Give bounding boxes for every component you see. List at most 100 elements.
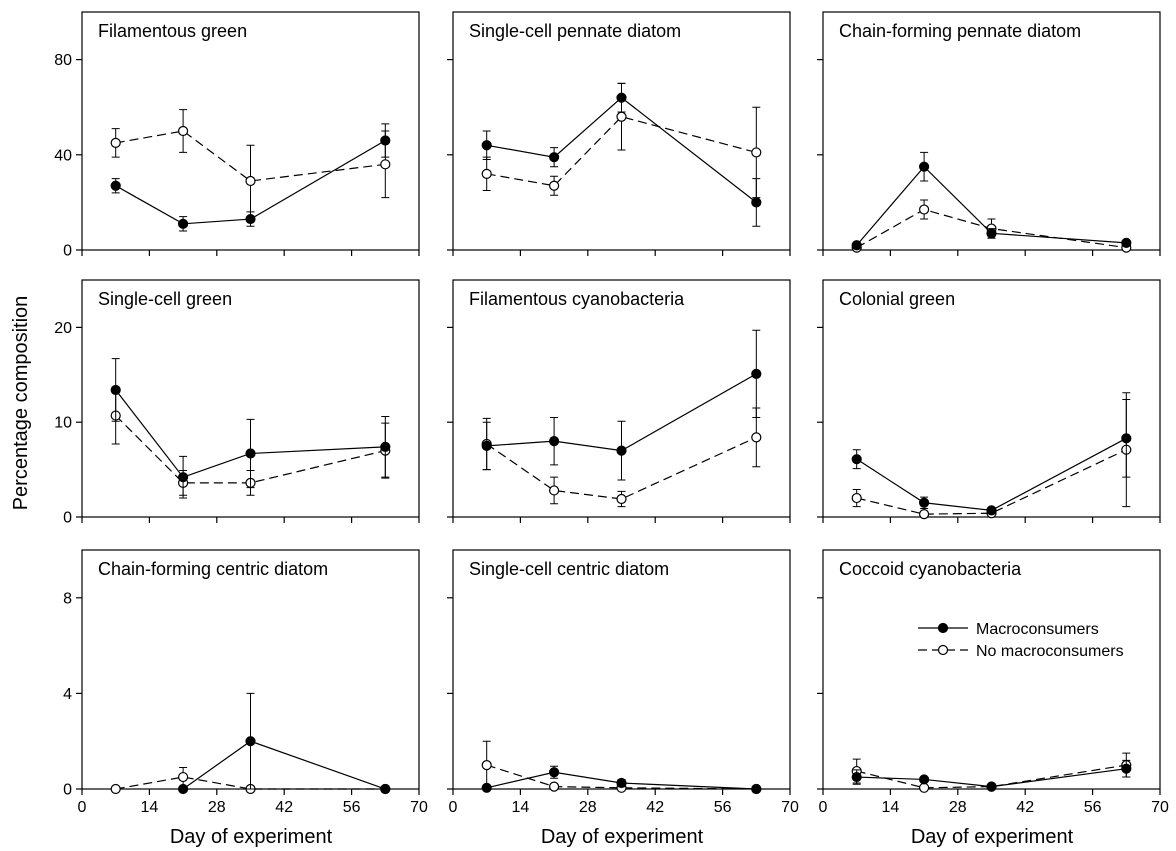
panel-7-x-tick-label: 56 [343,799,361,816]
panel-3-macro-point [851,240,862,251]
panel-2-frame [452,11,791,251]
x-axis-title-col-1: Day of experiment [170,826,333,848]
panel-9-macro-point [986,781,997,792]
panel-9-x-tick-label: 70 [1151,799,1169,816]
panel-7-y-tick-label: 4 [63,686,72,703]
panel-3-title: Chain-forming pennate diatom [839,21,1081,41]
panel-9-x-tick-label: 56 [1084,799,1102,816]
panel-8-macro-line [486,771,757,790]
panel-4-y-tick-label: 10 [54,415,72,432]
panel-9-macro-point [918,774,930,785]
panel-9-macro-point [851,771,862,783]
panel-9-x-tick-label: 0 [819,799,828,816]
panel-1-nomacro-point [178,125,189,137]
panel-6-macro-point [851,454,862,465]
panel-7-nomacro-line [115,776,386,790]
panel-5-nomacro-point [548,485,560,496]
panel-9-x-tick-label: 14 [882,799,900,816]
panel-6-nomacro-line [856,449,1127,515]
panel-2-nomacro-point [481,168,492,179]
panel-9-macro-line [856,768,1127,788]
panel-7-x-tick-label: 14 [141,799,159,816]
panel-2-nomacro-line [486,116,757,187]
panel-7-y-tick-label: 0 [63,782,72,799]
panel-1-y-tick-label: 40 [54,147,72,164]
panel-2-macro-point [548,152,560,163]
panel-8-macro-point [548,767,560,778]
legend-nomacro-marker [937,644,949,656]
panel-5-macro-point [548,436,560,447]
panel-4-macro-point [380,441,391,452]
panel-1-nomacro-point [380,159,391,170]
panel-6-nomacro-point [851,492,862,504]
panel-4-macro-point [178,472,189,483]
panel-3-macro-point [986,228,997,239]
panel-7-nomacro-point [110,783,121,795]
panel-7-y-tick-label: 8 [63,590,72,607]
panel-7-macro-point [380,783,391,795]
panel-6-macro-point [1121,433,1132,444]
panel-7-title: Chain-forming centric diatom [98,559,328,579]
panel-5-nomacro-line [486,436,757,500]
panel-4-macro-point [110,384,121,396]
panel-8-x-tick-label: 14 [512,799,530,816]
panel-3-macro-line [856,165,1127,246]
panel-1-frame [81,11,420,251]
panel-8-macro-point [751,783,762,795]
panel-9-frame [822,549,1161,790]
panel-4-y-tick-label: 0 [63,510,72,527]
panel-3: Chain-forming pennate diatom [817,11,1161,256]
panel-8-x-tick-label: 28 [579,799,597,816]
panel-5-macro-point [481,440,492,451]
panel-2-nomacro-point [616,111,627,122]
panel-9-x-tick-label: 42 [1016,799,1034,816]
panel-2-macro-point [481,140,492,151]
panel-8-nomacro-point [481,759,492,771]
y-axis-title: Percentage composition [10,296,32,511]
panel-3-nomacro-point [918,204,930,215]
panel-7-x-tick-label: 70 [410,799,428,816]
panel-2: Single-cell pennate diatom [447,11,791,256]
panel-5-macro-line [486,373,757,452]
panel-2-macro-point [616,92,627,103]
panel-8-title: Single-cell centric diatom [469,559,669,579]
panel-4-macro-line [115,389,386,478]
panel-9-macro-point [1121,763,1132,774]
panel-1-title: Filamentous green [98,21,247,41]
panel-1-macro-line [115,140,386,225]
panel-1-macro-point [380,135,391,146]
panel-6-nomacro-point [918,509,930,520]
panel-4-macro-point [245,448,256,459]
panel-1-nomacro-line [115,130,386,182]
panel-6-macro-line [856,437,1127,511]
panel-8-nomacro-point [548,781,560,792]
panel-6: Colonial green [817,279,1161,523]
panel-8-x-tick-label: 56 [714,799,732,816]
panel-6-frame [822,279,1161,518]
panel-8-x-tick-label: 0 [449,799,458,816]
panel-8: Single-cell centric diatom 0 14 28 42 56 70 [447,549,799,816]
panel-1-y-tick-label: 80 [54,52,72,69]
panel-1-macro-point [245,213,256,225]
panel-8-nomacro-line [486,764,757,790]
panel-5-macro-point [751,368,762,379]
panel-6-macro-point [986,505,997,516]
panel-5-title: Filamentous cyanobacteria [469,289,685,309]
panel-1: Filamentous green 0 40 80 [54,11,420,260]
panel-4-frame [81,279,420,518]
panel-7: Chain-forming centric diatom 0 4 8 0 14 28 42 56… [63,549,428,816]
x-axis-title-col-3: Day of experiment [911,826,1074,848]
panel-8-macro-point [481,782,492,793]
panel-1-y-tick-label: 0 [63,243,72,260]
panel-7-x-tick-label: 0 [78,799,87,816]
panel-4-title: Single-cell green [98,289,232,309]
panel-6-title: Colonial green [839,289,955,309]
panel-7-x-tick-label: 42 [275,799,293,816]
panel-6-macro-point [918,497,930,508]
panel-9-title: Coccoid cyanobacteria [839,559,1022,579]
panel-5-frame [452,279,791,518]
x-axis-title-col-2: Day of experiment [541,826,704,848]
panel-4-nomacro-line [115,415,386,484]
